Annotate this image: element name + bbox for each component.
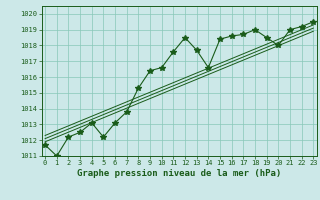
X-axis label: Graphe pression niveau de la mer (hPa): Graphe pression niveau de la mer (hPa) <box>77 169 281 178</box>
